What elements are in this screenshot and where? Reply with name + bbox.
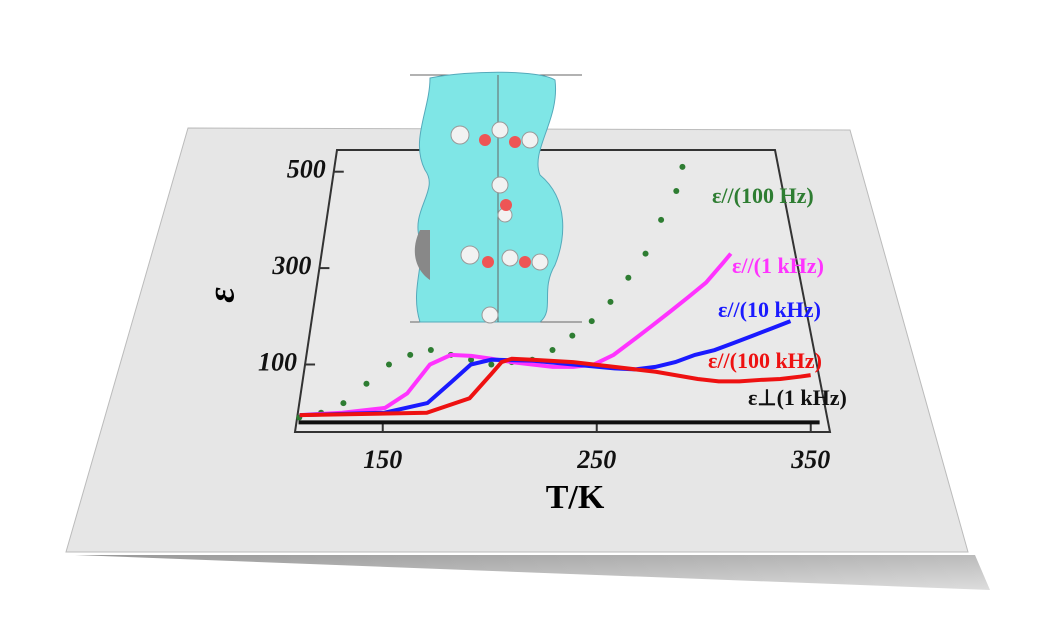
data-point: [385, 361, 392, 368]
series-line: [299, 356, 811, 418]
y-axis-label: ε: [201, 287, 243, 303]
data-point: [549, 347, 556, 354]
data-point: [363, 380, 370, 387]
x-axis-label: T/K: [546, 479, 605, 516]
data-point: [607, 298, 614, 305]
x-tick-label: 350: [790, 445, 830, 474]
y-tick-label: 100: [258, 347, 297, 376]
data-point: [569, 332, 576, 339]
x-tick-label: 150: [363, 445, 402, 474]
shadow: [75, 555, 990, 590]
series-label: ε//(100 kHz): [708, 348, 822, 373]
data-point: [658, 216, 665, 223]
data-point: [673, 187, 680, 194]
series-label: ε//(10 kHz): [718, 297, 821, 322]
y-tick-label: 300: [271, 251, 311, 280]
series-label: ε//(100 Hz): [712, 183, 814, 208]
data-point: [427, 347, 434, 354]
x-tick-label: 250: [576, 445, 616, 474]
data-point: [625, 274, 632, 281]
data-point: [340, 400, 347, 407]
data-point: [588, 318, 595, 325]
series-label: ε//(1 kHz): [732, 253, 824, 278]
data-point: [679, 163, 686, 170]
series-line: [299, 252, 733, 418]
surface: [416, 71, 564, 323]
data-point: [488, 361, 495, 368]
data-point: [468, 356, 475, 363]
series-label: ε⊥(1 kHz): [748, 385, 847, 410]
y-tick-label: 500: [287, 155, 326, 184]
data-point: [407, 351, 414, 358]
molecule: [410, 71, 582, 324]
data-point: [642, 250, 649, 257]
